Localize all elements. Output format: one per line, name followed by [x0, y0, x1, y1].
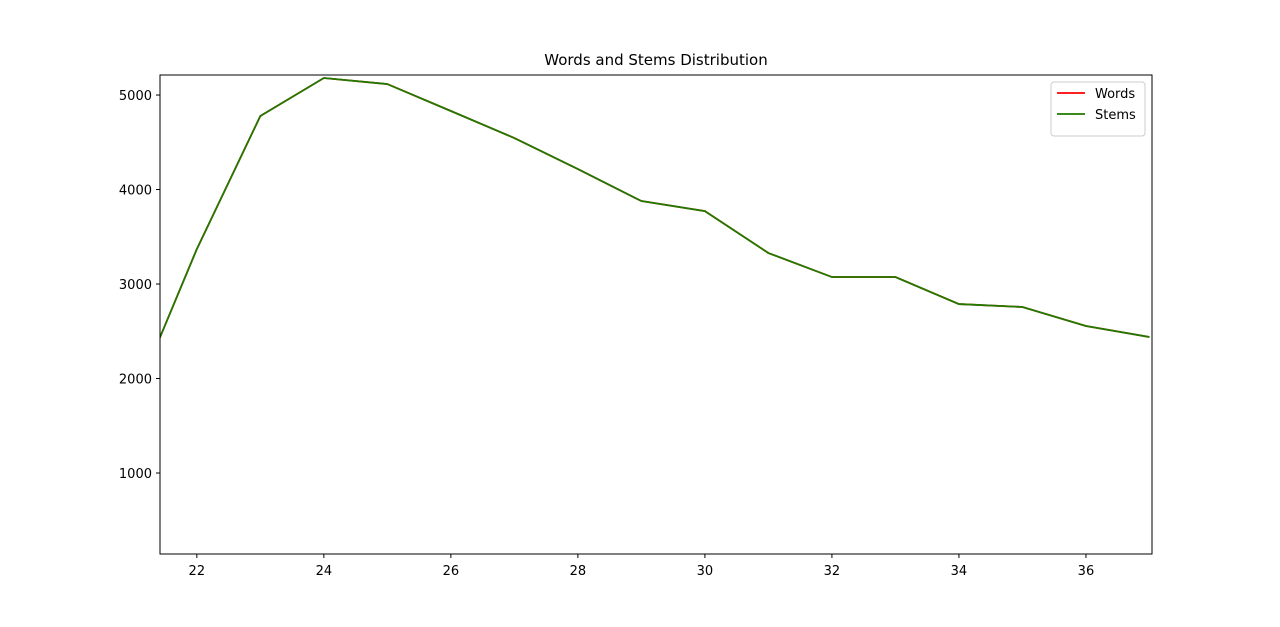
y-tick-label: 3000	[119, 278, 152, 293]
legend-box	[1050, 81, 1146, 137]
y-tick-label: 5000	[119, 89, 152, 104]
y-tick-label: 1000	[119, 467, 152, 482]
x-tick-label: 32	[824, 564, 841, 579]
chart-title: Words and Stems Distribution	[544, 51, 767, 69]
series-line	[160, 77, 1150, 340]
legend-label: Stems	[1095, 108, 1136, 123]
y-tick-label: 2000	[119, 373, 152, 388]
axes-frame	[159, 74, 1153, 555]
y-tick-label: 4000	[119, 184, 152, 199]
x-tick-label: 30	[697, 564, 714, 579]
x-tick-label: 28	[570, 564, 587, 579]
legend-label: Words	[1095, 87, 1135, 102]
plot-area	[160, 77, 1150, 340]
x-tick-label: 22	[189, 564, 206, 579]
x-tick-label: 34	[951, 564, 968, 579]
x-tick-label: 26	[443, 564, 460, 579]
x-tick-label: 36	[1078, 564, 1095, 579]
series-line	[160, 77, 1150, 340]
x-tick-label: 24	[316, 564, 333, 579]
